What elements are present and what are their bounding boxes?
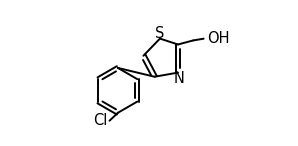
Text: S: S <box>155 26 164 41</box>
Text: N: N <box>174 71 185 86</box>
Text: Cl: Cl <box>93 113 108 128</box>
Text: OH: OH <box>207 31 230 46</box>
